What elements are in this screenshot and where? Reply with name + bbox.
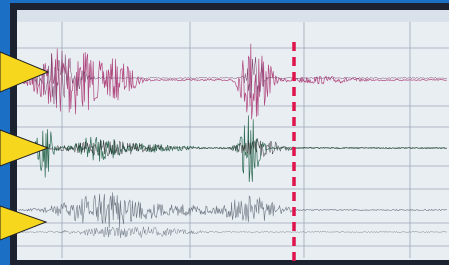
screen [17, 10, 449, 260]
page: (() => { const data = JSON.parse(documen… [0, 0, 449, 265]
photo [0, 0, 449, 265]
toolbar [17, 10, 449, 22]
